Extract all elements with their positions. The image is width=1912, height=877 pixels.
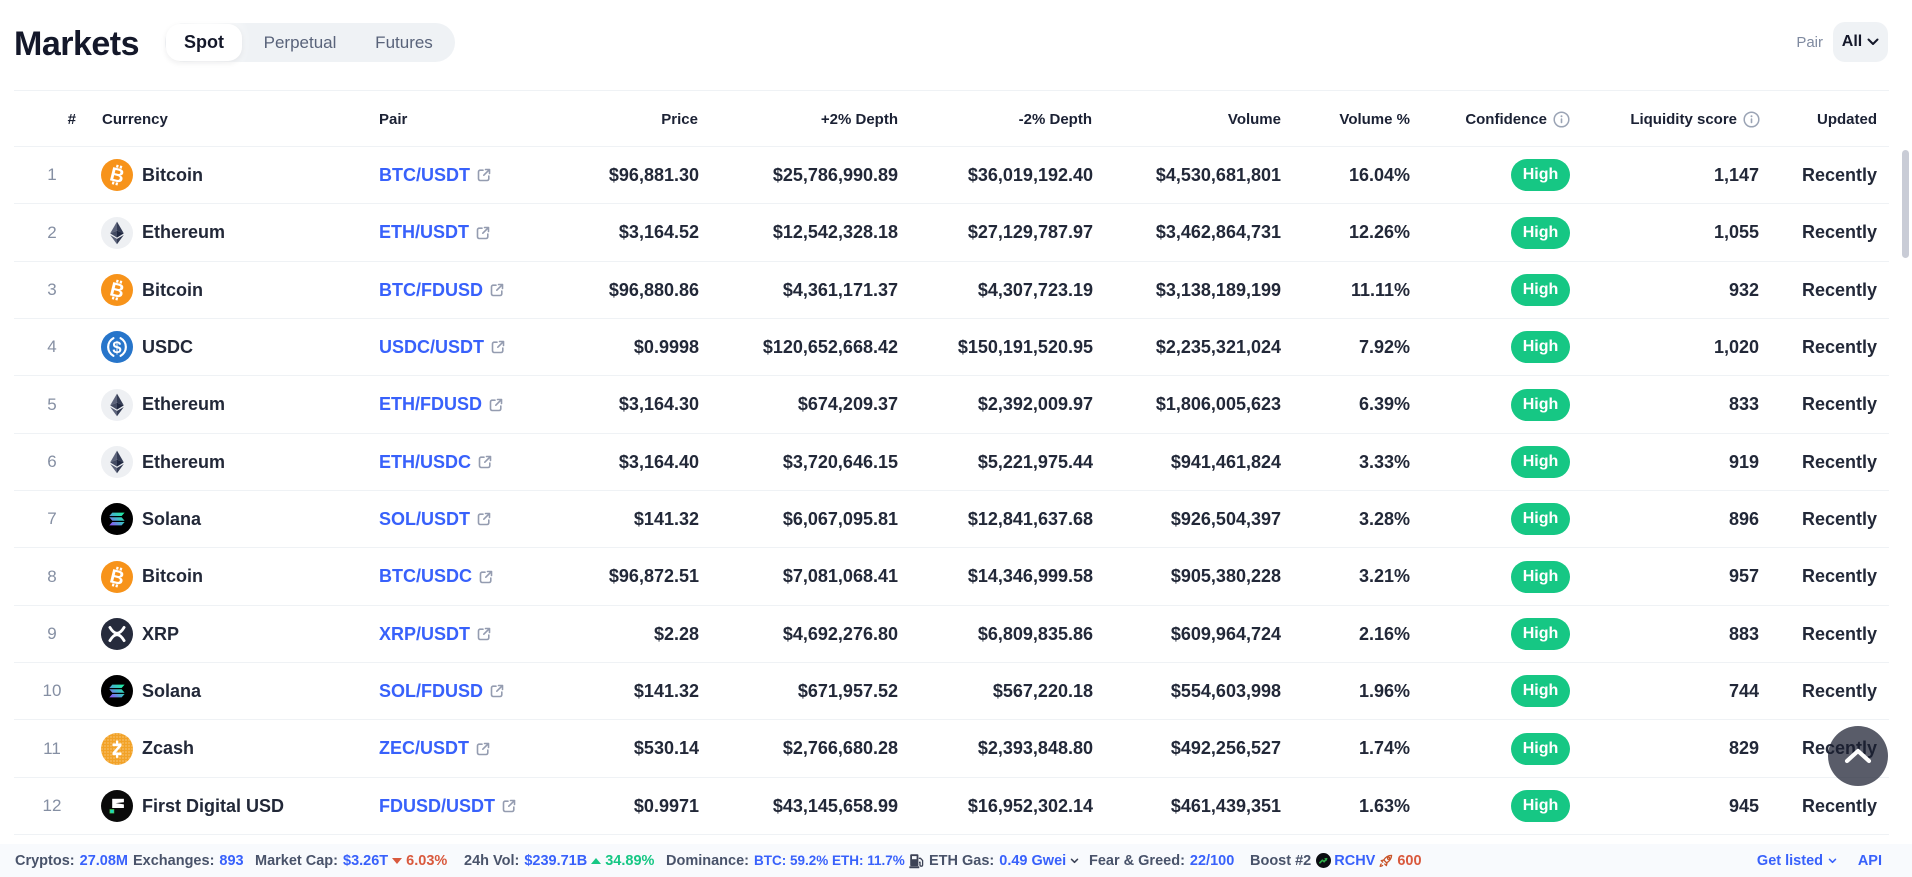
svg-text:B: B [108,163,127,188]
svg-text:$: $ [112,339,121,357]
svg-text:B: B [108,565,127,590]
svg-text:B: B [108,278,127,303]
